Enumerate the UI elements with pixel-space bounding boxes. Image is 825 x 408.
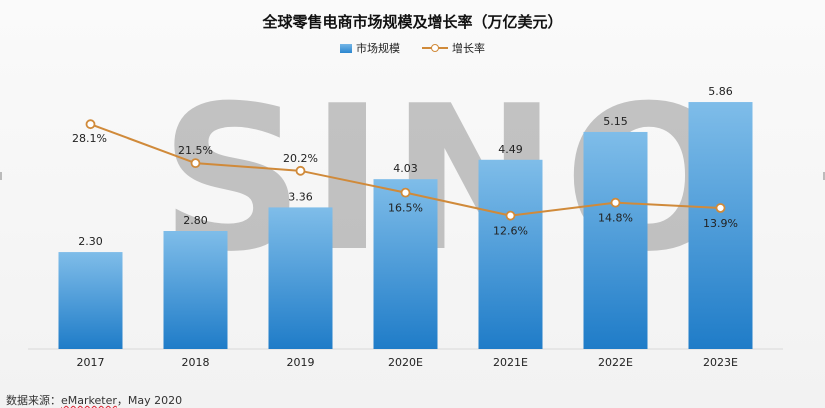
bar-2017 (58, 252, 123, 349)
growth-rate-label: 13.9% (703, 217, 738, 230)
legend-label-line: 增长率 (452, 42, 485, 55)
source-prefix: 数据来源： (6, 394, 61, 407)
growth-rate-point (295, 165, 306, 176)
x-tick-label: 2022E (598, 356, 633, 369)
source-name: eMarketer (61, 394, 117, 407)
left-edge-tick (0, 172, 2, 180)
growth-rate-point (610, 197, 621, 208)
bar-value-label: 4.49 (498, 143, 523, 156)
legend-item-bar: 市场规模 (340, 40, 400, 56)
growth-rate-point (505, 210, 516, 221)
bar-2022E (583, 131, 648, 349)
growth-rate-label: 16.5% (388, 202, 423, 215)
source-suffix: ，May 2020 (116, 394, 183, 407)
source-note: 数据来源：eMarketer，May 2020 (6, 392, 182, 408)
growth-rate-point (715, 203, 726, 213)
x-tick-label: 2017 (77, 356, 105, 369)
bar-value-label: 5.15 (603, 115, 628, 128)
bar-value-label: 3.36 (288, 190, 313, 203)
growth-rate-label: 20.2% (283, 152, 318, 165)
x-tick-label: 2020E (388, 356, 423, 369)
x-tick-label: 2023E (703, 356, 738, 369)
x-tick-label: 2019 (287, 356, 315, 369)
bar-2023E (688, 102, 753, 350)
x-tick-label: 2021E (493, 356, 528, 369)
growth-rate-point (85, 119, 96, 130)
growth-rate-label: 21.5% (178, 144, 213, 157)
legend-bar-swatch (340, 43, 352, 53)
legend-item-line: 增长率 (422, 40, 485, 56)
legend-line-swatch (422, 43, 448, 53)
bar-value-label: 2.30 (78, 235, 103, 248)
bar-value-label: 2.80 (183, 214, 208, 227)
bar-2021E (478, 159, 543, 349)
growth-rate-label: 14.8% (598, 212, 633, 225)
growth-rate-label: 28.1% (72, 132, 107, 145)
right-edge-tick (823, 172, 825, 180)
growth-rate-point (400, 187, 411, 198)
growth-rate-point (190, 158, 201, 169)
bar-2020E (373, 179, 438, 349)
bar-2018 (163, 231, 228, 349)
bar-value-label: 5.86 (708, 85, 733, 98)
bar-2019 (268, 207, 333, 349)
bar-value-label: 4.03 (393, 162, 418, 175)
chart-title: 全球零售电商市场规模及增长率（万亿美元） (262, 13, 563, 31)
x-tick-label: 2018 (182, 356, 210, 369)
chart-legend: 市场规模 增长率 (0, 40, 825, 56)
legend-label-bar: 市场规模 (356, 42, 400, 55)
growth-rate-label: 12.6% (493, 225, 528, 238)
